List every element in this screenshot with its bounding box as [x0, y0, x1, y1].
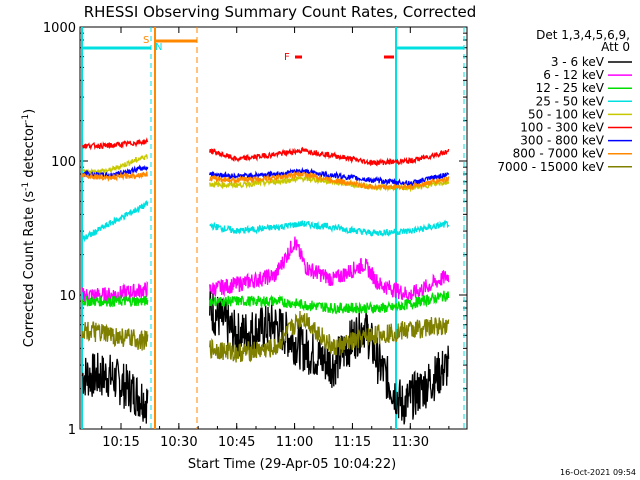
series-7-line-post [209, 166, 450, 188]
y-axis-label-sup2: -1 [21, 114, 31, 123]
series-4-line-pre [82, 200, 149, 243]
y-axis-label-sup1: -1 [21, 182, 31, 191]
axes: 10:15 10:30 10:45 11:00 11:15 11:30 1 10 100 1000 [43, 21, 467, 450]
y-axis-label-main: Corrected Count Rate (s [22, 191, 37, 348]
y-tick-label: 1 [68, 423, 76, 438]
series-3-line-post [209, 290, 450, 315]
x-axis-label: Start Time (29-Apr-05 10:04:22) [188, 457, 396, 472]
y-tick-label: 1000 [43, 21, 76, 36]
legend-label: 25 - 50 keV [536, 94, 605, 108]
y-axis-label-mid: detector [22, 122, 37, 182]
legend-header-line1: Det 1,3,4,5,6,9, [536, 28, 630, 42]
series-3-line-pre [81, 294, 149, 308]
plot-frame [79, 26, 468, 430]
legend-label: 800 - 7000 keV [513, 147, 605, 161]
series-1-line-pre [81, 352, 149, 424]
legend-label: 6 - 12 keV [543, 68, 605, 82]
series-8-line-post [209, 170, 450, 191]
chart-title: RHESSI Observing Summary Count Rates, Co… [84, 3, 477, 21]
series-8-line-pre [81, 171, 148, 182]
x-tick-label: 10:15 [102, 435, 139, 450]
series-2-line-pre [81, 280, 149, 303]
series-2-line-post [209, 236, 450, 301]
x-tick-label: 11:30 [392, 435, 429, 450]
legend-label: 50 - 100 keV [528, 107, 605, 121]
series-6-line-pre [81, 137, 149, 151]
x-tick-label: 11:15 [334, 435, 371, 450]
y-tick-label: 10 [59, 289, 76, 304]
series-9-line-pre [81, 321, 149, 351]
legend-label: 100 - 300 keV [520, 121, 604, 135]
series-5-line-pre [82, 153, 149, 177]
series-5-line-post [209, 174, 450, 193]
x-tick-label: 10:45 [218, 435, 255, 450]
x-tick-label: 11:00 [276, 435, 313, 450]
legend-header-line2: Att 0 [601, 40, 630, 54]
series-9-line-post [209, 310, 450, 363]
series-layer [81, 137, 450, 425]
footer-timestamp: 16-Oct-2021 09:54 [560, 468, 636, 477]
night-annotation: N [155, 42, 162, 53]
y-tick-label: 100 [51, 155, 76, 170]
legend-label: 300 - 800 keV [520, 134, 604, 148]
series-4-line-post [209, 219, 450, 237]
saa-annotation: S [143, 35, 149, 46]
x-tick-label: 10:30 [160, 435, 197, 450]
legend-label: 7000 - 15000 keV [497, 160, 604, 174]
legend-label: 3 - 6 keV [551, 55, 605, 69]
y-axis-label: Corrected Count Rate (s-1 detector-1) [21, 109, 37, 347]
flare-annotation: F [284, 52, 290, 63]
overlay-bars: SN F [81, 27, 465, 429]
series-1-line-post [209, 288, 450, 425]
legend-label: 12 - 25 keV [536, 81, 605, 95]
y-axis-label-end: ) [22, 109, 37, 114]
series-6-line-post [209, 146, 450, 167]
